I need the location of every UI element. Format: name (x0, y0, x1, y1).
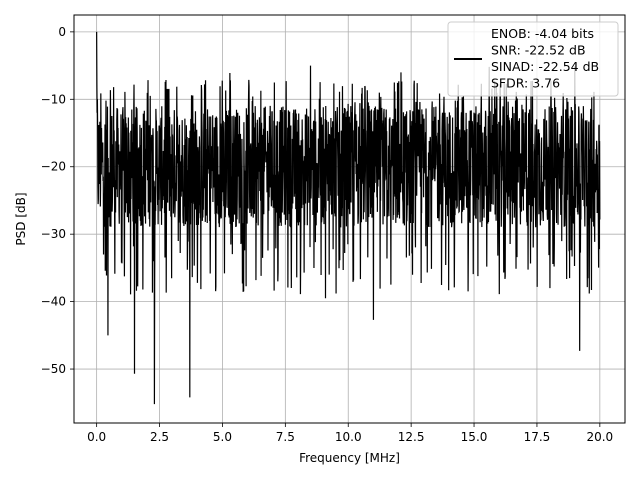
x-tick-label: 7.5 (276, 430, 295, 444)
y-tick-label: −40 (41, 295, 66, 309)
legend-line-2: SINAD: -22.54 dB (491, 59, 599, 74)
legend-line-3: SFDR: 3.76 (491, 76, 560, 91)
x-tick-label: 10.0 (335, 430, 362, 444)
x-axis-label: Frequency [MHz] (299, 451, 400, 465)
y-axis-label: PSD [dB] (14, 192, 28, 245)
legend-entry-text: ENOB: -4.04 bits SNR: -22.52 dB SINAD: -22… (491, 26, 599, 91)
legend: ENOB: -4.04 bits SNR: -22.52 dB SINAD: -22… (447, 21, 619, 97)
x-axis-ticks: 0.0 2.5 5.0 7.5 10.0 12.5 15.0 17.5 20.0 (87, 423, 613, 444)
legend-line-1: SNR: -22.52 dB (491, 43, 586, 58)
x-tick-label: 20.0 (586, 430, 613, 444)
psd-trace (96, 31, 601, 405)
x-tick-label: 12.5 (398, 430, 425, 444)
y-tick-label: −10 (41, 92, 66, 106)
x-tick-label: 5.0 (213, 430, 232, 444)
y-axis-ticks: 0 −10 −20 −30 −40 −50 (41, 25, 74, 376)
legend-line-0: ENOB: -4.04 bits (491, 26, 594, 41)
x-tick-label: 0.0 (87, 430, 106, 444)
plot-frame (73, 14, 626, 424)
y-tick-label: −20 (41, 160, 66, 174)
x-tick-label: 15.0 (461, 430, 488, 444)
legend-box (447, 21, 619, 97)
psd-trace-group (96, 31, 601, 405)
y-tick-label: −50 (41, 362, 66, 376)
y-tick-label: −30 (41, 227, 66, 241)
y-tick-label: 0 (58, 25, 66, 39)
x-tick-label: 17.5 (524, 430, 551, 444)
x-tick-label: 2.5 (150, 430, 169, 444)
